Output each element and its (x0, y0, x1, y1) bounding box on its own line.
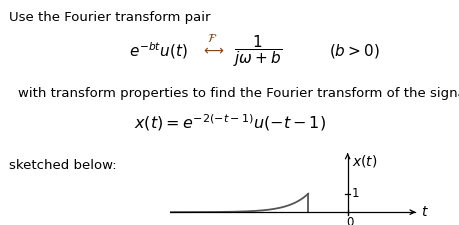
Text: $\longleftrightarrow$: $\longleftrightarrow$ (200, 44, 224, 58)
Text: $\dfrac{1}{j\omega + b}$: $\dfrac{1}{j\omega + b}$ (233, 33, 281, 68)
Text: $(b > 0)$: $(b > 0)$ (328, 42, 379, 60)
Text: $x(t) = e^{-2(-t-1)}u(-t - 1)$: $x(t) = e^{-2(-t-1)}u(-t - 1)$ (134, 112, 325, 133)
Text: with transform properties to find the Fourier transform of the signal: with transform properties to find the Fo… (18, 87, 459, 100)
Text: sketched below:: sketched below: (9, 159, 117, 172)
Text: $t$: $t$ (420, 205, 427, 219)
Text: $\mathcal{F}$: $\mathcal{F}$ (207, 32, 217, 45)
Text: $e^{-bt}u(t)$: $e^{-bt}u(t)$ (129, 40, 187, 61)
Text: Use the Fourier transform pair: Use the Fourier transform pair (9, 11, 210, 24)
Text: 1: 1 (350, 187, 358, 200)
Text: 0: 0 (345, 216, 353, 225)
Text: $x(t)$: $x(t)$ (352, 153, 377, 169)
